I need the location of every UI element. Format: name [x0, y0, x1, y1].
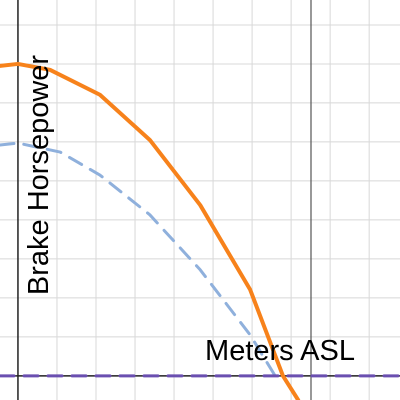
series	[0, 61, 400, 400]
x-axis-label: Meters ASL	[205, 335, 355, 367]
y-axis-label: Brake Horsepower	[23, 55, 55, 295]
line-series	[0, 61, 301, 400]
line-series	[0, 141, 277, 378]
